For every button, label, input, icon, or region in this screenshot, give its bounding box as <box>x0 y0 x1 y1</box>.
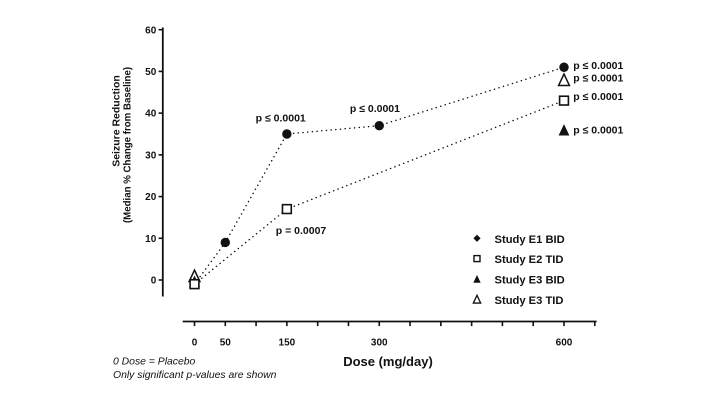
data-point-marker <box>189 278 200 290</box>
legend-marker-filled-triangle <box>473 275 481 283</box>
legend-marker-filled-diamond <box>473 234 481 242</box>
data-point-marker <box>281 203 293 215</box>
data-point-marker <box>558 95 570 106</box>
legend-marker-open-square <box>473 254 481 263</box>
data-point-marker <box>374 120 384 131</box>
p-value-annotation: p ≤ 0.0001 <box>350 103 400 115</box>
x-tick-label: 300 <box>371 338 388 349</box>
y-tick-label: 20 <box>145 192 157 203</box>
y-tick-label: 60 <box>145 25 157 36</box>
y-tick-label: 40 <box>145 109 157 120</box>
y-tick-label: 0 <box>151 276 157 287</box>
legend-item: Study E3 TID <box>472 293 564 307</box>
data-point-marker <box>559 62 569 72</box>
series-markers-study-e2-tid <box>189 95 570 290</box>
data-point-marker <box>557 72 571 87</box>
legend-label: Study E1 BID <box>495 234 565 246</box>
p-value-annotation: p ≤ 0.0001 <box>573 60 623 72</box>
x-axis-title: Dose (mg/day) <box>343 354 433 369</box>
footnote-line: 0 Dose = Placebo <box>113 357 196 368</box>
legend: Study E1 BID Study E2 TID Study E3 BID Stud… <box>472 234 565 307</box>
legend-label: Study E3 TID <box>495 295 564 307</box>
legend-item: Study E2 TID <box>473 254 564 266</box>
y-axis-title-line1: Seizure Reduction <box>111 75 123 167</box>
legend-label: Study E2 TID <box>495 254 564 266</box>
legend-item: Study E1 BID <box>473 234 565 246</box>
footnotes: 0 Dose = Placebo Only significant p-value… <box>113 357 277 382</box>
y-tick-label: 10 <box>145 234 157 245</box>
legend-item: Study E3 BID <box>473 275 565 287</box>
p-value-annotation: p ≤ 0.0001 <box>573 124 623 136</box>
data-point-marker <box>558 124 570 136</box>
x-tick-label: 150 <box>279 338 296 349</box>
p-value-annotation: p ≤ 0.0001 <box>573 72 623 84</box>
y-tick-label: 50 <box>145 67 157 78</box>
x-tick-label: 50 <box>220 338 232 349</box>
x-tick-label: 600 <box>556 338 573 349</box>
legend-label: Study E3 BID <box>495 275 565 287</box>
y-tick-label: 30 <box>145 150 157 161</box>
p-value-annotation: p = 0.0007 <box>276 225 327 237</box>
x-tick-label: 0 <box>192 338 198 349</box>
p-value-annotation: p ≤ 0.0001 <box>573 91 623 103</box>
legend-marker-open-triangle <box>472 293 482 304</box>
p-value-annotation: p ≤ 0.0001 <box>256 113 306 125</box>
y-axis-title-line2: (Median % Change from Baseline) <box>123 67 134 223</box>
footnote-line: Only significant p-values are shown <box>113 370 277 381</box>
data-point-marker <box>220 237 230 248</box>
data-point-marker <box>282 129 292 139</box>
series-line-study-e1-bid <box>193 66 565 285</box>
series-lines <box>193 66 565 285</box>
